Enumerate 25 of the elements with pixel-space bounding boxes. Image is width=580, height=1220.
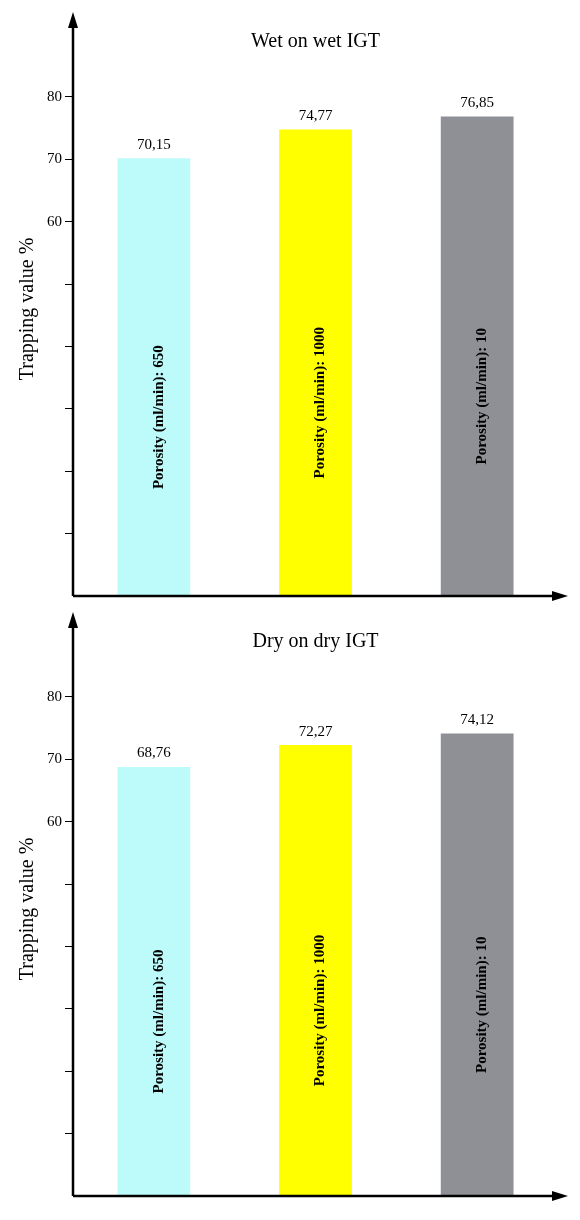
data-label: 76,85	[460, 93, 495, 110]
bar	[117, 158, 191, 596]
y-tick-label: 60	[47, 212, 62, 229]
x-tick-label: Porosity (ml/min): 650	[149, 345, 167, 490]
y-tick-label: 80	[47, 687, 62, 704]
chart-title: Wet on wet IGT	[251, 29, 380, 52]
data-label: 68,76	[136, 744, 172, 761]
y-axis-title: Trapping value %	[15, 237, 39, 381]
data-label: 72,27	[298, 722, 333, 739]
y-tick-label: 70	[47, 750, 62, 767]
data-label: 74,77	[298, 106, 333, 123]
data-label: 74,12	[460, 710, 495, 727]
y-axis-title: Trapping value %	[15, 837, 39, 981]
x-tick-label: Porosity (ml/min): 10	[473, 936, 491, 1073]
y-tick-label: 80	[47, 87, 62, 104]
x-tick-label: Porosity (ml/min): 1000	[311, 327, 329, 479]
x-tick-label: Porosity (ml/min): 10	[473, 328, 491, 465]
data-label: 70,15	[136, 135, 171, 152]
bar	[279, 129, 352, 596]
bar	[440, 116, 514, 596]
y-tick-label: 70	[47, 150, 62, 167]
x-tick-label: Porosity (ml/min): 650	[149, 949, 167, 1094]
y-tick-label: 60	[47, 812, 62, 829]
x-tick-label: Porosity (ml/min): 1000	[311, 934, 329, 1087]
chart-title: Dry on dry IGT	[252, 629, 379, 653]
